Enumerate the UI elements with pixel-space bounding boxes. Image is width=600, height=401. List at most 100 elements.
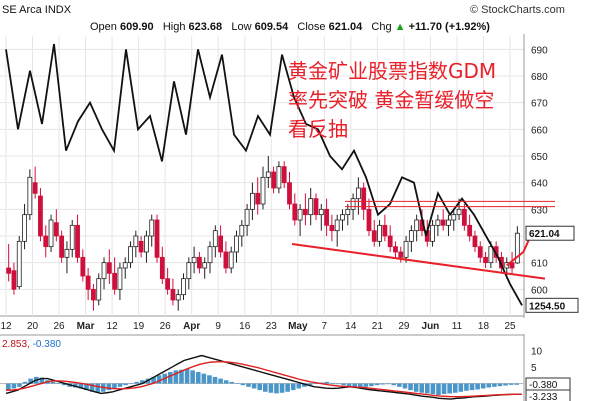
candle-body (27, 176, 33, 216)
candle-body (38, 195, 43, 237)
macd-histogram-bar (413, 383, 419, 392)
high-label: High (162, 21, 186, 33)
x-tick-label: 19 (133, 321, 145, 332)
y-tick-label: 610 (531, 259, 548, 270)
macd-histogram-bar (168, 372, 173, 384)
annotation-line-2: 率先突破 黄金暂缓做空 (288, 88, 495, 112)
macd-histogram-bar (28, 378, 33, 384)
close-value: 621.04 (328, 21, 363, 33)
x-tick-label: 25 (504, 321, 516, 332)
candle-body (175, 294, 181, 301)
candle-body (154, 219, 160, 258)
candle-body (514, 232, 520, 264)
macd-line (5, 354, 523, 400)
macd-legend-values: 2.853, -0.380 (2, 339, 61, 350)
candle-body (170, 288, 176, 301)
y-tick-label: 600 (531, 285, 548, 296)
candle-body (59, 235, 65, 258)
candle-body (340, 214, 345, 221)
macd-histogram-bar (246, 383, 251, 387)
x-tick-label: May (288, 321, 308, 332)
macd-histogram-bar (151, 376, 156, 384)
macd-histogram-bar (11, 383, 17, 389)
candle-body (6, 267, 12, 274)
candle-body (48, 219, 54, 248)
macd-histogram-bar (123, 383, 128, 386)
candle-body (318, 208, 324, 216)
x-tick-label: Jun (422, 321, 440, 332)
macd-histogram-bar (6, 383, 11, 391)
macd-histogram-bar (56, 382, 61, 384)
y-tick-label: 630 (531, 205, 548, 216)
macd-histogram-bar (223, 380, 229, 384)
x-tick-label: 23 (266, 321, 278, 332)
macd-histogram-bar (480, 383, 486, 389)
candle-body (85, 275, 91, 290)
macd-histogram-bar (22, 381, 28, 384)
macd-histogram-bar (190, 370, 195, 384)
candle-body (106, 262, 112, 274)
macd-histogram-bar (419, 383, 425, 393)
macd-histogram-bar (229, 381, 235, 384)
candle-body (228, 251, 234, 269)
candle-body (403, 240, 409, 258)
macd-histogram-bar (179, 369, 184, 384)
candle-body (366, 208, 372, 232)
candle-body (297, 208, 303, 221)
macd-histogram-bar (330, 382, 335, 384)
macd-histogram-bar (503, 383, 508, 386)
candle-body (398, 251, 404, 258)
candle-body (287, 182, 292, 205)
gdm-overlay-line (5, 43, 523, 306)
macd-histogram-bar (50, 381, 56, 384)
candle-body (43, 235, 49, 248)
candle-body (393, 246, 398, 253)
candle-body (334, 219, 340, 232)
macd-histogram-bar (279, 383, 285, 393)
x-tick-label: 12 (107, 321, 119, 332)
macd-histogram-bar (374, 383, 380, 386)
candle-body (144, 235, 149, 253)
macd-histogram-bar (307, 383, 313, 386)
candle-body (181, 278, 186, 296)
x-tick-label: 11 (452, 321, 463, 332)
candle-body (467, 224, 473, 237)
rebound-arrow (506, 238, 531, 267)
macd-histogram-bar (156, 375, 162, 384)
candle-body (207, 246, 213, 264)
macd-histogram-bar (112, 383, 117, 389)
candle-body (159, 256, 165, 280)
candle-body (483, 256, 488, 264)
candle-body (472, 235, 478, 248)
macd-histogram-bar (302, 383, 307, 387)
candle-body (260, 176, 266, 205)
symbol-label: SE Arca INDX (2, 4, 72, 16)
macd-histogram-bar (285, 383, 290, 392)
chg-value: +11.70 (+1.92%) (408, 21, 490, 33)
candle-body (64, 248, 70, 258)
macd-histogram-bar (106, 383, 112, 391)
annotation-line-1: 黄金矿业股票指数GDM (288, 59, 497, 83)
candle-body (329, 224, 335, 232)
macd-y-tick-label: 5 (531, 363, 537, 374)
macd-histogram-bar (73, 383, 78, 388)
macd-histogram-bar (335, 383, 341, 385)
macd-histogram-bar (84, 383, 89, 391)
candle-body (377, 224, 382, 242)
candle-body (488, 246, 494, 264)
candle-body (16, 240, 22, 288)
candle-body (504, 262, 510, 269)
macd-histogram-bar (61, 383, 67, 386)
candle-body (440, 219, 446, 226)
candle-body (80, 256, 86, 277)
candle-body (281, 166, 287, 184)
candle-body (133, 235, 139, 248)
y-tick-label: 650 (531, 152, 548, 163)
high-value: 623.68 (188, 21, 223, 33)
candle-body (22, 214, 27, 242)
macd-histogram-bar (296, 383, 302, 389)
macd-histogram-bar (391, 383, 397, 386)
low-value: 609.54 (254, 21, 289, 33)
y-tick-label: 680 (531, 72, 548, 83)
